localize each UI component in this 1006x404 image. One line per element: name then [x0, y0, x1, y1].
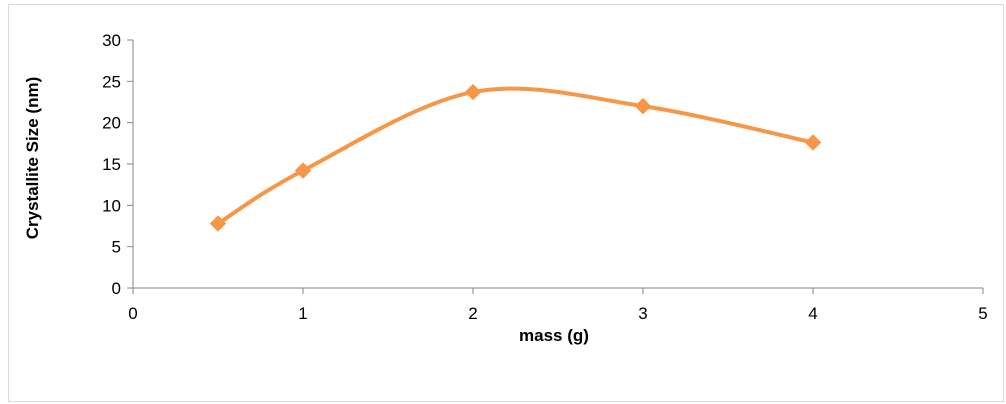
x-tick-label: 5 [978, 304, 987, 323]
y-tick-label: 10 [102, 196, 121, 215]
series-line [216, 86, 815, 226]
data-point-marker [209, 215, 227, 232]
y-tick-label: 30 [102, 31, 121, 50]
x-tick-labels: 0 1 2 3 4 5 [128, 304, 987, 323]
y-tick-label: 0 [112, 279, 121, 298]
data-point-marker [804, 134, 822, 151]
y-tick-labels: 0 5 10 15 20 25 30 [102, 31, 121, 298]
data-point-marker [634, 97, 652, 115]
y-tick-label: 5 [112, 238, 121, 257]
series-group [216, 86, 815, 226]
axes [127, 39, 984, 294]
marker-group [209, 83, 822, 232]
x-tick-label: 2 [468, 304, 477, 323]
y-tick-label: 25 [102, 72, 121, 91]
y-axis-title: Crystallite Size (nm) [23, 77, 42, 240]
x-tick-label: 4 [808, 304, 817, 323]
data-point-marker [464, 83, 482, 101]
y-tick-label: 15 [102, 155, 121, 174]
x-tick-label: 3 [638, 304, 647, 323]
data-point-marker [294, 162, 312, 179]
chart-frame [8, 4, 1004, 402]
x-tick-label: 1 [298, 304, 307, 323]
y-tick-label: 20 [102, 114, 121, 133]
x-axis-title: mass (g) [519, 326, 589, 345]
x-tick-label: 0 [128, 304, 137, 323]
